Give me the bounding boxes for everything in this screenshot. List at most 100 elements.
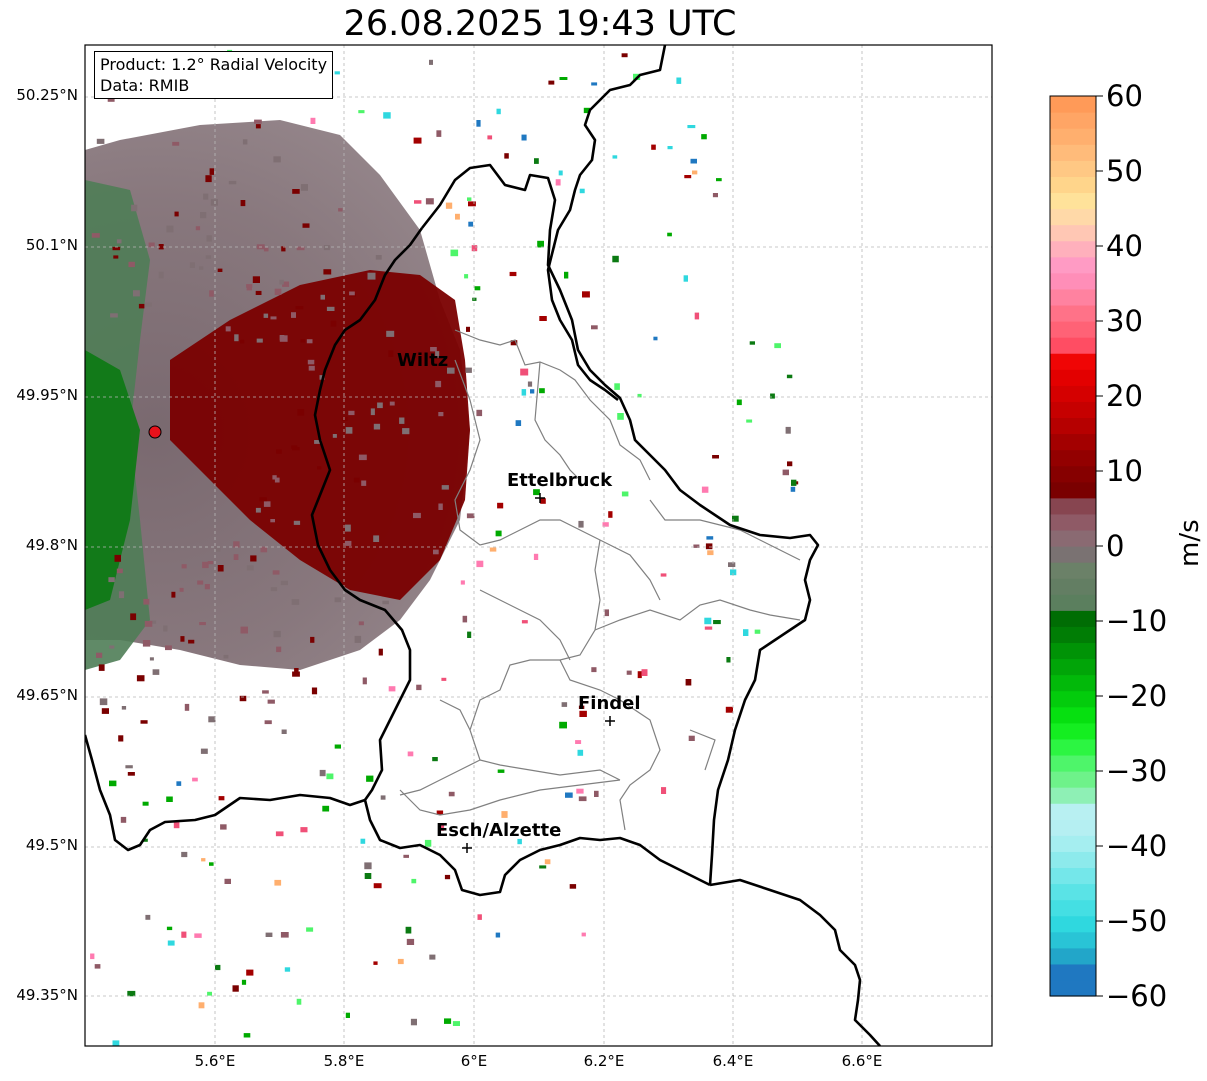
colorbar-band [1050,658,1096,676]
lon-tick-label: 6°E [460,1052,488,1070]
echo-speckle [96,652,103,658]
echo-speckle [692,170,698,175]
echo-speckle [413,512,421,519]
echo-speckle [726,657,731,663]
echo-speckle [184,703,190,711]
echo-speckle [354,635,362,643]
echo-speckle [291,599,300,605]
echo-speckle [254,119,262,124]
colorbar-tick-label: −60 [1106,979,1168,1013]
echo-speckle [158,271,164,279]
echo-speckle [591,325,598,330]
plot-frame [84,44,993,1047]
echo-speckle [255,290,262,295]
echo-speckle [358,110,365,114]
echo-speckle [172,141,180,146]
echo-speckle [334,597,342,603]
echo-speckle [144,620,153,627]
colorbar-band [1050,353,1096,370]
echo-speckle [447,367,455,374]
echo-speckle [292,671,300,677]
echo-speckle [272,475,277,480]
echo-speckle [521,389,527,396]
echo-speckle [243,1033,251,1038]
echo-speckle [200,212,207,219]
echo-speckle [540,498,546,504]
colorbar-band [1050,369,1096,386]
echo-speckle [281,729,287,734]
echo-speckle [209,862,214,866]
echo-speckle [527,381,533,387]
colorbar-band [1050,738,1096,756]
product-info-box: Product: 1.2° Radial Velocity Data: RMIB [94,51,334,99]
echo-speckle [232,985,239,992]
echo-speckle [464,274,469,279]
echo-speckle [228,180,237,185]
echo-speckle [476,120,481,127]
echo-speckle [240,200,246,207]
echo-speckle [683,275,688,282]
lat-tick-label: 49.35°N [16,986,78,1004]
echo-speckle [489,547,497,552]
echo-speckle [429,954,436,960]
echo-speckle [263,313,269,318]
echo-speckle [274,288,282,295]
echo-speckle [163,625,168,632]
city-label-wiltz: Wiltz [397,350,449,371]
colorbar-band [1050,112,1096,129]
echo-speckle [239,695,247,702]
echo-speckle [455,213,460,220]
radar-site-marker [148,425,162,439]
echo-speckle [140,720,148,724]
colorbar-band [1050,240,1096,258]
colorbar-band [1050,417,1096,435]
echo-speckle [101,708,109,714]
echo-speckle [158,244,164,250]
echo-speckle [569,884,577,889]
echo-speckle [414,200,422,204]
echo-speckle [323,245,330,251]
echo-speckle [173,821,180,829]
echo-speckle [667,232,672,237]
echo-speckle [373,961,378,965]
echo-speckle [621,491,629,497]
echo-speckle [194,933,202,938]
echo-speckle [121,706,127,710]
echo-speckle [250,555,257,562]
lat-tick-label: 49.8°N [25,536,78,554]
echo-speckle [202,561,209,569]
echo-speckle [110,313,118,318]
lat-tick-label: 49.95°N [16,386,78,404]
colorbar [1050,96,1096,997]
echo-speckle [293,520,301,525]
echo-speckle [774,343,781,349]
echo-speckle [270,316,277,320]
echo-speckle [438,825,445,831]
echo-speckle [517,838,522,845]
colorbar-band [1050,321,1096,338]
echo-speckle [749,341,755,345]
echo-speckle [279,279,284,285]
radar-echoes [85,49,799,1046]
colorbar-band [1050,192,1096,210]
echo-speckle [544,859,551,865]
echo-speckle [782,469,789,476]
echo-speckle [701,486,709,493]
echo-speckle [564,271,569,279]
echo-speckle [314,440,322,444]
echo-speckle [345,524,351,532]
echo-speckle [320,294,325,300]
echo-speckle [296,998,302,1005]
echo-speckle [345,427,353,434]
echo-speckle [410,1018,417,1026]
echo-speckle [291,312,296,318]
echo-speckle [116,239,122,244]
echo-speckle [430,347,437,352]
echo-speckle [468,201,476,207]
echo-speckle [291,445,298,449]
echo-speckle [487,135,493,140]
echo-speckle [263,501,271,507]
echo-speckle [284,967,291,972]
colorbar-tick-label: −20 [1106,679,1168,713]
colorbar-band [1050,642,1096,660]
